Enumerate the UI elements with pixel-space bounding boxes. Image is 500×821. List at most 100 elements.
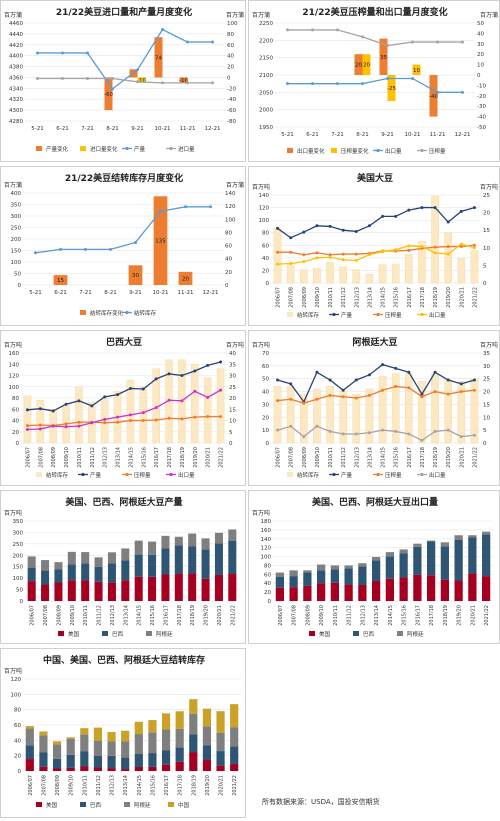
y-tick-label-left: 70	[262, 351, 269, 357]
bar-结转库存	[286, 263, 295, 284]
point-结转库存	[184, 205, 187, 209]
point-出口量	[77, 424, 81, 428]
bar-阿根廷	[25, 728, 34, 746]
x-tick-label: 2019/20	[457, 605, 463, 626]
y-tick-label-left: 20	[262, 415, 269, 421]
y-tick-label-right: 35	[483, 351, 490, 357]
y-tick-label-left: 60	[12, 407, 19, 413]
legend-label: 阿根廷	[156, 630, 173, 638]
unit-left-label: 百万蒲	[252, 11, 270, 19]
bar-阿根廷	[468, 535, 477, 538]
y-tick-label-right: -80	[227, 119, 236, 125]
source-footnote: 所有数据来源：USDA，国投安信期货	[262, 798, 380, 806]
bar-美国	[372, 581, 381, 601]
bar-结转库存	[457, 258, 466, 284]
legend-swatch	[80, 146, 86, 151]
point-进口量	[61, 77, 64, 81]
y-tick-label-left: 350	[13, 519, 24, 525]
legend-label: 产量	[134, 145, 146, 153]
bar-美国	[81, 580, 90, 601]
legend-label: 结转库存	[297, 311, 320, 319]
bar-中国	[39, 731, 48, 736]
point-出口量	[315, 256, 319, 260]
y-tick-label-left: 4420	[9, 43, 23, 49]
bar-阿根廷	[54, 562, 63, 570]
point-产量	[38, 407, 42, 411]
bar-巴西	[81, 563, 90, 581]
point-出口量	[154, 406, 158, 410]
x-tick-label: 2018/19	[433, 287, 439, 308]
bar-阿根廷	[344, 565, 353, 569]
point-压榨量	[328, 393, 332, 397]
y-tick-label-left: 140	[261, 537, 272, 543]
point-产量	[433, 206, 437, 210]
point-产量	[446, 220, 450, 224]
y-tick-label-left: 40	[262, 256, 269, 262]
bar-阿根廷	[67, 551, 76, 565]
point-压榨量	[77, 420, 81, 424]
bar-结转库存	[313, 268, 321, 284]
y-tick-label-right: 30	[477, 42, 484, 48]
point-出口量	[64, 425, 68, 429]
y-tick-label-left: 4320	[9, 97, 23, 103]
bar-美国	[214, 574, 223, 601]
point-进口量	[186, 81, 189, 85]
point-产量	[459, 382, 463, 386]
unit-left-label: 百万吨	[252, 183, 270, 191]
x-tick-label: 2019/20	[193, 447, 199, 468]
y-tick-label-right: 40	[225, 257, 232, 263]
y-tick-label-right: 40	[477, 31, 484, 37]
bar-阿根廷	[52, 744, 62, 759]
point-压榨量	[315, 397, 319, 401]
bar-中国	[25, 726, 34, 729]
point-产量	[407, 370, 411, 374]
y-tick-label-right: 20	[225, 270, 232, 276]
point-出口量	[328, 255, 332, 259]
bar-巴西	[93, 755, 103, 768]
x-tick-label: 2016/17	[415, 605, 421, 626]
x-tick-label: 2011/12	[341, 447, 347, 468]
point-产量	[64, 402, 68, 406]
y-tick-label-left: 120	[261, 546, 272, 552]
point-产量	[276, 378, 280, 382]
legend-label: 出口量	[429, 471, 446, 479]
legend-swatch	[36, 802, 42, 807]
x-tick-label: 2021/22	[219, 447, 225, 468]
y-tick-label-left: 4300	[9, 108, 23, 114]
point-压榨量	[420, 395, 424, 399]
point-压榨量	[311, 28, 314, 32]
legend-swatch-dot	[125, 472, 129, 477]
y-tick-label-right: -50	[477, 125, 486, 131]
bar-阿根廷	[202, 726, 212, 746]
chart-us-import-production: 21/22美豆进口量和产量月度变化 百万蒲 百万蒲 4280 4300 4320 4340 4…	[0, 0, 246, 162]
data-label: 35	[380, 55, 387, 61]
point-出口量	[381, 250, 385, 254]
chart-carryover-stacked: 中国、美国、巴西、阿根廷大豆结转库存 百万吨 0 20 40 60 80 100 120 2006…	[0, 648, 246, 818]
point-产量	[51, 409, 55, 413]
bar-中国	[52, 741, 62, 745]
bar-巴西	[134, 753, 143, 768]
point-产量	[141, 387, 145, 391]
y-tick-label-left: 60	[262, 364, 269, 370]
legend-label: 出口量	[429, 311, 446, 319]
x-tick-label: 2014/15	[381, 447, 387, 468]
x-tick-label: 8-21	[356, 132, 368, 138]
y-tick-label-left: 10	[262, 428, 269, 434]
x-tick-label: 2008/09	[56, 605, 62, 626]
x-tick-label: 2010/11	[77, 447, 83, 468]
point-压榨量	[354, 396, 358, 400]
y-tick-label-left: 0	[18, 283, 22, 289]
unit-right-label: 百万吨	[480, 341, 498, 349]
point-进口量	[86, 77, 89, 81]
bar-结转库存	[365, 273, 374, 284]
unit-right-label: 百万蒲	[226, 11, 244, 19]
legend-label: 压榨量	[385, 311, 402, 319]
bar-阿根廷	[289, 570, 298, 577]
x-tick-label: 12-21	[455, 132, 471, 138]
bar-巴西	[317, 570, 326, 584]
point-出口量	[341, 432, 345, 436]
x-tick-label: 7-21	[79, 290, 91, 296]
chart-brazil-soybean: 巴西大豆 百万吨 百万吨 0 20 40 60 80 100 120 140 160 0 5 10 15 20 2…	[0, 330, 246, 486]
y-tick-label-right: 15	[483, 228, 490, 234]
